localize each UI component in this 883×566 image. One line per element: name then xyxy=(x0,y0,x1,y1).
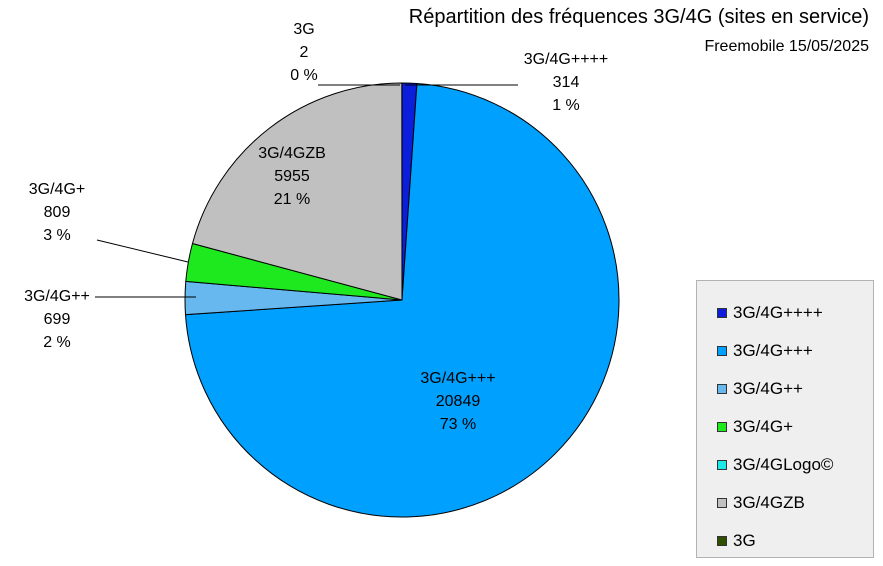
chart-title: Répartition des fréquences 3G/4G (sites … xyxy=(408,6,869,28)
legend-item: 3G/4GZB xyxy=(697,484,873,522)
legend-label: 3G xyxy=(733,531,756,550)
leader-line xyxy=(96,239,189,263)
legend-item: 3G/4G++ xyxy=(697,370,873,408)
legend-item: 3G/4G+++ xyxy=(697,332,873,370)
legend-item: 3G xyxy=(697,522,873,560)
legend-label: 3G/4GZB xyxy=(733,493,805,512)
slice-label: 3G/4G+++ 20849 73 % xyxy=(420,370,495,433)
slice-label: 3G/4GZB 5955 21 % xyxy=(258,145,326,208)
legend-item: 3G/4GLogo© xyxy=(697,446,873,484)
legend-label: 3G/4GLogo© xyxy=(733,455,834,474)
legend-label: 3G/4G++ xyxy=(733,379,803,398)
legend-label: 3G/4G+++ xyxy=(733,341,813,360)
legend-label: 3G/4G++++ xyxy=(733,303,823,322)
legend: 3G/4G++++ 3G/4G+++ 3G/4G++ 3G/4G+ 3G/4GL… xyxy=(696,280,874,558)
legend-swatch xyxy=(717,346,727,356)
legend-item: 3G/4G++++ xyxy=(697,294,873,332)
slice-label: 3G 2 0 % xyxy=(290,21,318,84)
legend-swatch xyxy=(717,498,727,508)
legend-swatch xyxy=(717,536,727,546)
legend-swatch xyxy=(717,308,727,318)
slice-label: 3G/4G++++ 314 1 % xyxy=(524,51,609,114)
slice-label: 3G/4G++ 699 2 % xyxy=(24,288,90,351)
slice-label: 3G/4G+ 809 3 % xyxy=(29,181,85,244)
legend-swatch xyxy=(717,384,727,394)
legend-label: 3G/4G+ xyxy=(733,417,794,436)
chart-subtitle: Freemobile 15/05/2025 xyxy=(704,38,869,55)
legend-item: 3G/4G+ xyxy=(697,408,873,446)
legend-swatch xyxy=(717,422,727,432)
legend-swatch xyxy=(717,460,727,470)
